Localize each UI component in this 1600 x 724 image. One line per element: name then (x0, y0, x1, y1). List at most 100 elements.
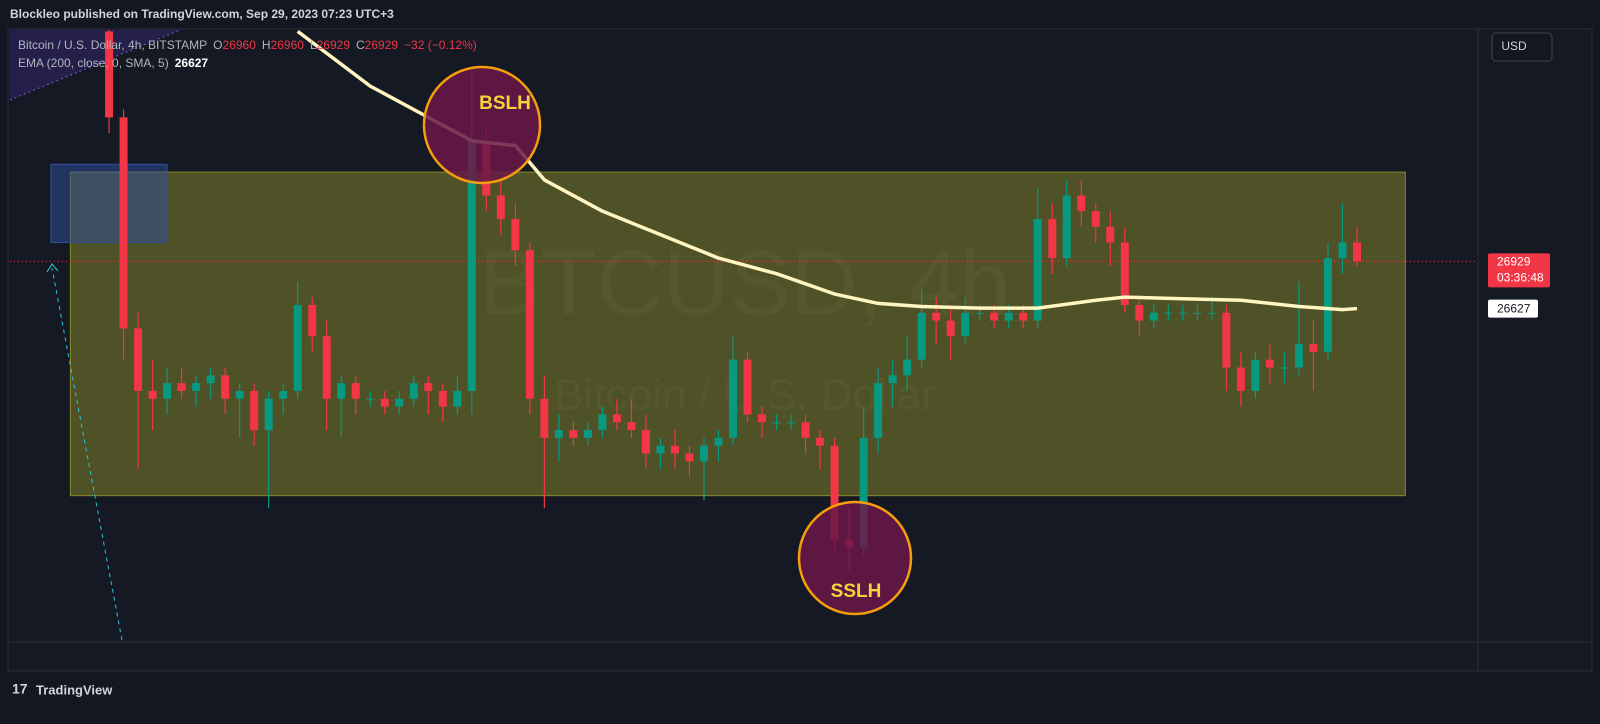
publisher-line: Blockleo published on TradingView.com, S… (10, 7, 394, 21)
candle-body (467, 140, 476, 391)
ohlc-key: H (262, 38, 271, 52)
indicator-legend: EMA (200, close, 0, SMA, 5) 26627 (18, 56, 208, 70)
candle-body (525, 250, 534, 399)
candle-body (1178, 312, 1187, 314)
zones (50, 163, 1406, 497)
candle-body (743, 359, 752, 415)
candle-body (1236, 367, 1245, 391)
candle-body (801, 422, 810, 438)
footer-logo: 17 (12, 681, 28, 697)
candle-body (250, 390, 259, 431)
footer-brand: TradingView (36, 682, 113, 697)
annotation-label: SSLH (831, 581, 882, 602)
candle-body (1135, 304, 1144, 321)
ema-price-label: 26627 (1497, 302, 1531, 316)
candle-body (134, 328, 143, 391)
candle-body (946, 320, 955, 337)
candle-body (685, 453, 694, 462)
candle-body (1352, 242, 1361, 262)
candle-body (830, 445, 839, 540)
candles (105, 30, 1361, 571)
legend-line: Bitcoin / U.S. Dollar, 4h, BITSTAMP O 2696… (18, 38, 477, 52)
candle-body (279, 390, 288, 399)
candle-body (612, 414, 621, 423)
candle-body (409, 383, 418, 399)
candle-body (163, 383, 172, 399)
candle-body (1323, 258, 1332, 352)
candle-body (1062, 195, 1071, 259)
candle-body (1120, 242, 1129, 305)
candle-body (105, 31, 114, 118)
candle-body (264, 398, 273, 431)
symbol-name: Bitcoin / U.S. Dollar, 4h, BITSTAMP (18, 38, 207, 52)
ema-price-box (1488, 299, 1538, 318)
candle-body (119, 117, 128, 329)
last-price-label: 26929 (1497, 255, 1531, 269)
candle-body (859, 437, 868, 548)
candle-body (816, 437, 825, 446)
annotation-circle (422, 65, 542, 185)
annotation-label: BSLH (479, 93, 531, 114)
candle-body (1309, 344, 1318, 352)
zone (50, 163, 168, 243)
candle-body (554, 430, 563, 438)
candle-body (961, 312, 970, 337)
ohlc-key: O (213, 38, 222, 52)
candle-body (1019, 312, 1028, 321)
candle-body (903, 359, 912, 376)
candle-body (1077, 195, 1086, 212)
candle-body (366, 398, 375, 400)
candle-body (641, 430, 650, 454)
candle-body (1091, 211, 1100, 227)
candle-body (235, 390, 244, 399)
candle-body (729, 359, 738, 438)
candle-body (192, 383, 201, 391)
candle-body (627, 422, 636, 431)
candle-body (1106, 226, 1115, 243)
candle-body (1048, 218, 1057, 259)
indicator-name: EMA (200, close, 0, SMA, 5) (18, 56, 169, 70)
candle-body (351, 383, 360, 399)
candle-body (758, 414, 767, 423)
candle-body (322, 336, 331, 399)
candle-body (148, 390, 157, 399)
candle-body (1207, 312, 1216, 314)
arrow-head (46, 263, 59, 273)
candle-body (699, 445, 708, 462)
ohlc-key: C (356, 38, 365, 52)
candle-body (453, 390, 462, 407)
drawing-edge (9, 29, 181, 101)
candle-body (337, 383, 346, 399)
ohlc-key: L (310, 38, 317, 52)
last-price-box (1488, 253, 1550, 288)
candle-body (221, 375, 230, 399)
candle-body (308, 304, 317, 337)
price-labels: 26929 03:36:48 26627 (1488, 253, 1550, 318)
candle-body (874, 383, 883, 438)
candle-body (293, 304, 302, 391)
annotation-circle (797, 500, 913, 616)
candle-body (787, 422, 796, 424)
candle-body (1294, 344, 1303, 368)
ohlc-value: 26960 (271, 38, 305, 52)
candle-body (917, 312, 926, 360)
currency-button[interactable] (1491, 32, 1553, 62)
candle-body (511, 218, 520, 251)
candle-body (206, 375, 215, 384)
candle-body (1265, 359, 1274, 368)
currency[interactable]: USD (1501, 39, 1527, 53)
ohlc-value: 26929 (317, 38, 351, 52)
indicator-value: 26627 (175, 56, 209, 70)
candle-body (656, 445, 665, 454)
candle-body (540, 398, 549, 438)
candle-body (496, 195, 505, 219)
dashed-arrow (51, 267, 123, 641)
change: −32 (−0.12%) (404, 38, 477, 52)
candle-body (438, 390, 447, 407)
candle-body (975, 312, 984, 314)
candle-body (1164, 312, 1173, 314)
candle-body (990, 312, 999, 321)
zone (69, 171, 1406, 497)
candle-body (380, 398, 389, 407)
